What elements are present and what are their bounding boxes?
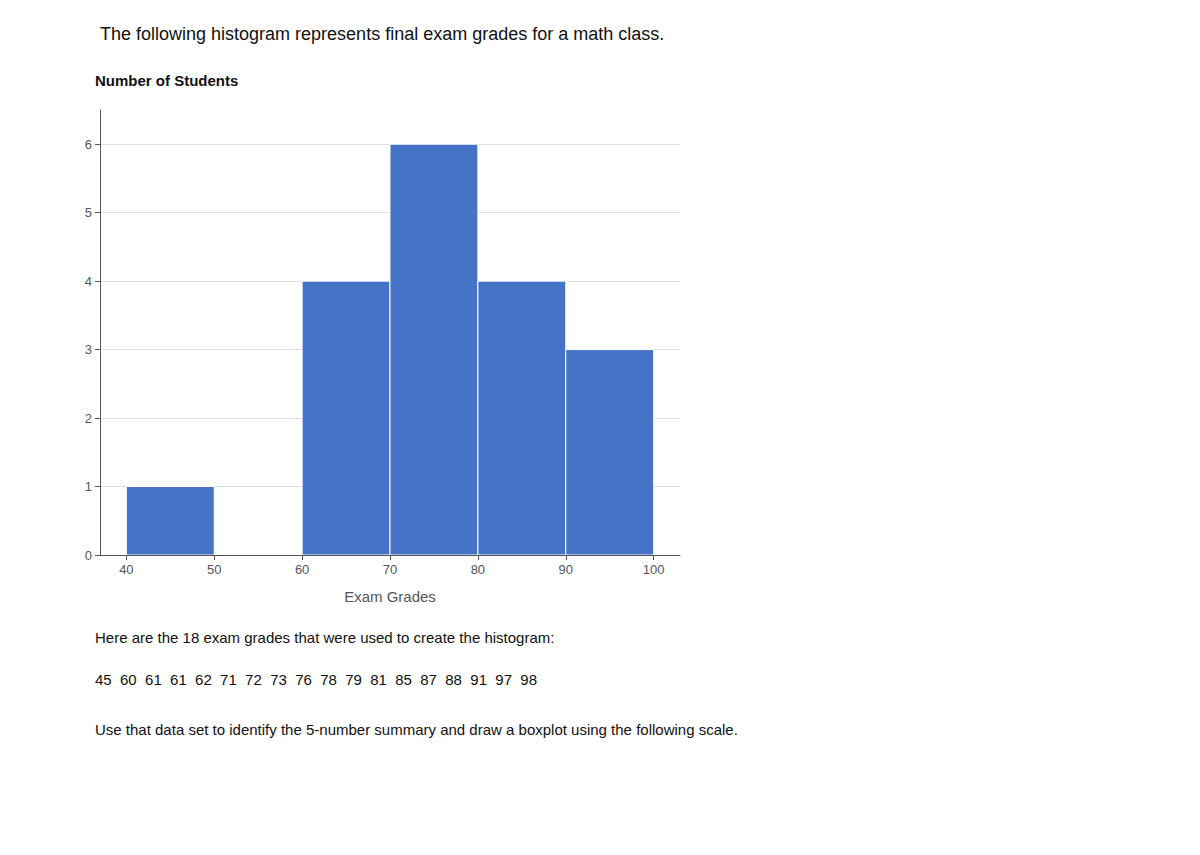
svg-text:50: 50 <box>207 562 221 577</box>
svg-text:60: 60 <box>295 562 309 577</box>
svg-text:Exam Grades: Exam Grades <box>344 588 436 605</box>
svg-text:The following histogram repres: The following histogram represents final… <box>100 24 664 44</box>
svg-text:45 60 61 61 62 71 72 73: 45 60 61 61 62 71 72 73 76 78 79 81 85 8… <box>95 671 537 688</box>
svg-text:100: 100 <box>643 562 665 577</box>
svg-text:4: 4 <box>85 274 92 289</box>
svg-text:0: 0 <box>85 548 92 563</box>
svg-text:3: 3 <box>85 342 92 357</box>
svg-text:5: 5 <box>85 205 92 220</box>
svg-text:40: 40 <box>119 562 133 577</box>
svg-text:Here are the 18 exam grades th: Here are the 18 exam grades that were us… <box>95 629 554 646</box>
svg-text:Use that data set to identify: Use that data set to identify the 5-numb… <box>95 721 738 738</box>
svg-text:6: 6 <box>85 137 92 152</box>
svg-text:90: 90 <box>559 562 573 577</box>
svg-text:80: 80 <box>471 562 485 577</box>
svg-text:Number of Students: Number of Students <box>95 72 238 89</box>
svg-text:70: 70 <box>383 562 397 577</box>
svg-text:2: 2 <box>85 411 92 426</box>
svg-text:1: 1 <box>85 479 92 494</box>
